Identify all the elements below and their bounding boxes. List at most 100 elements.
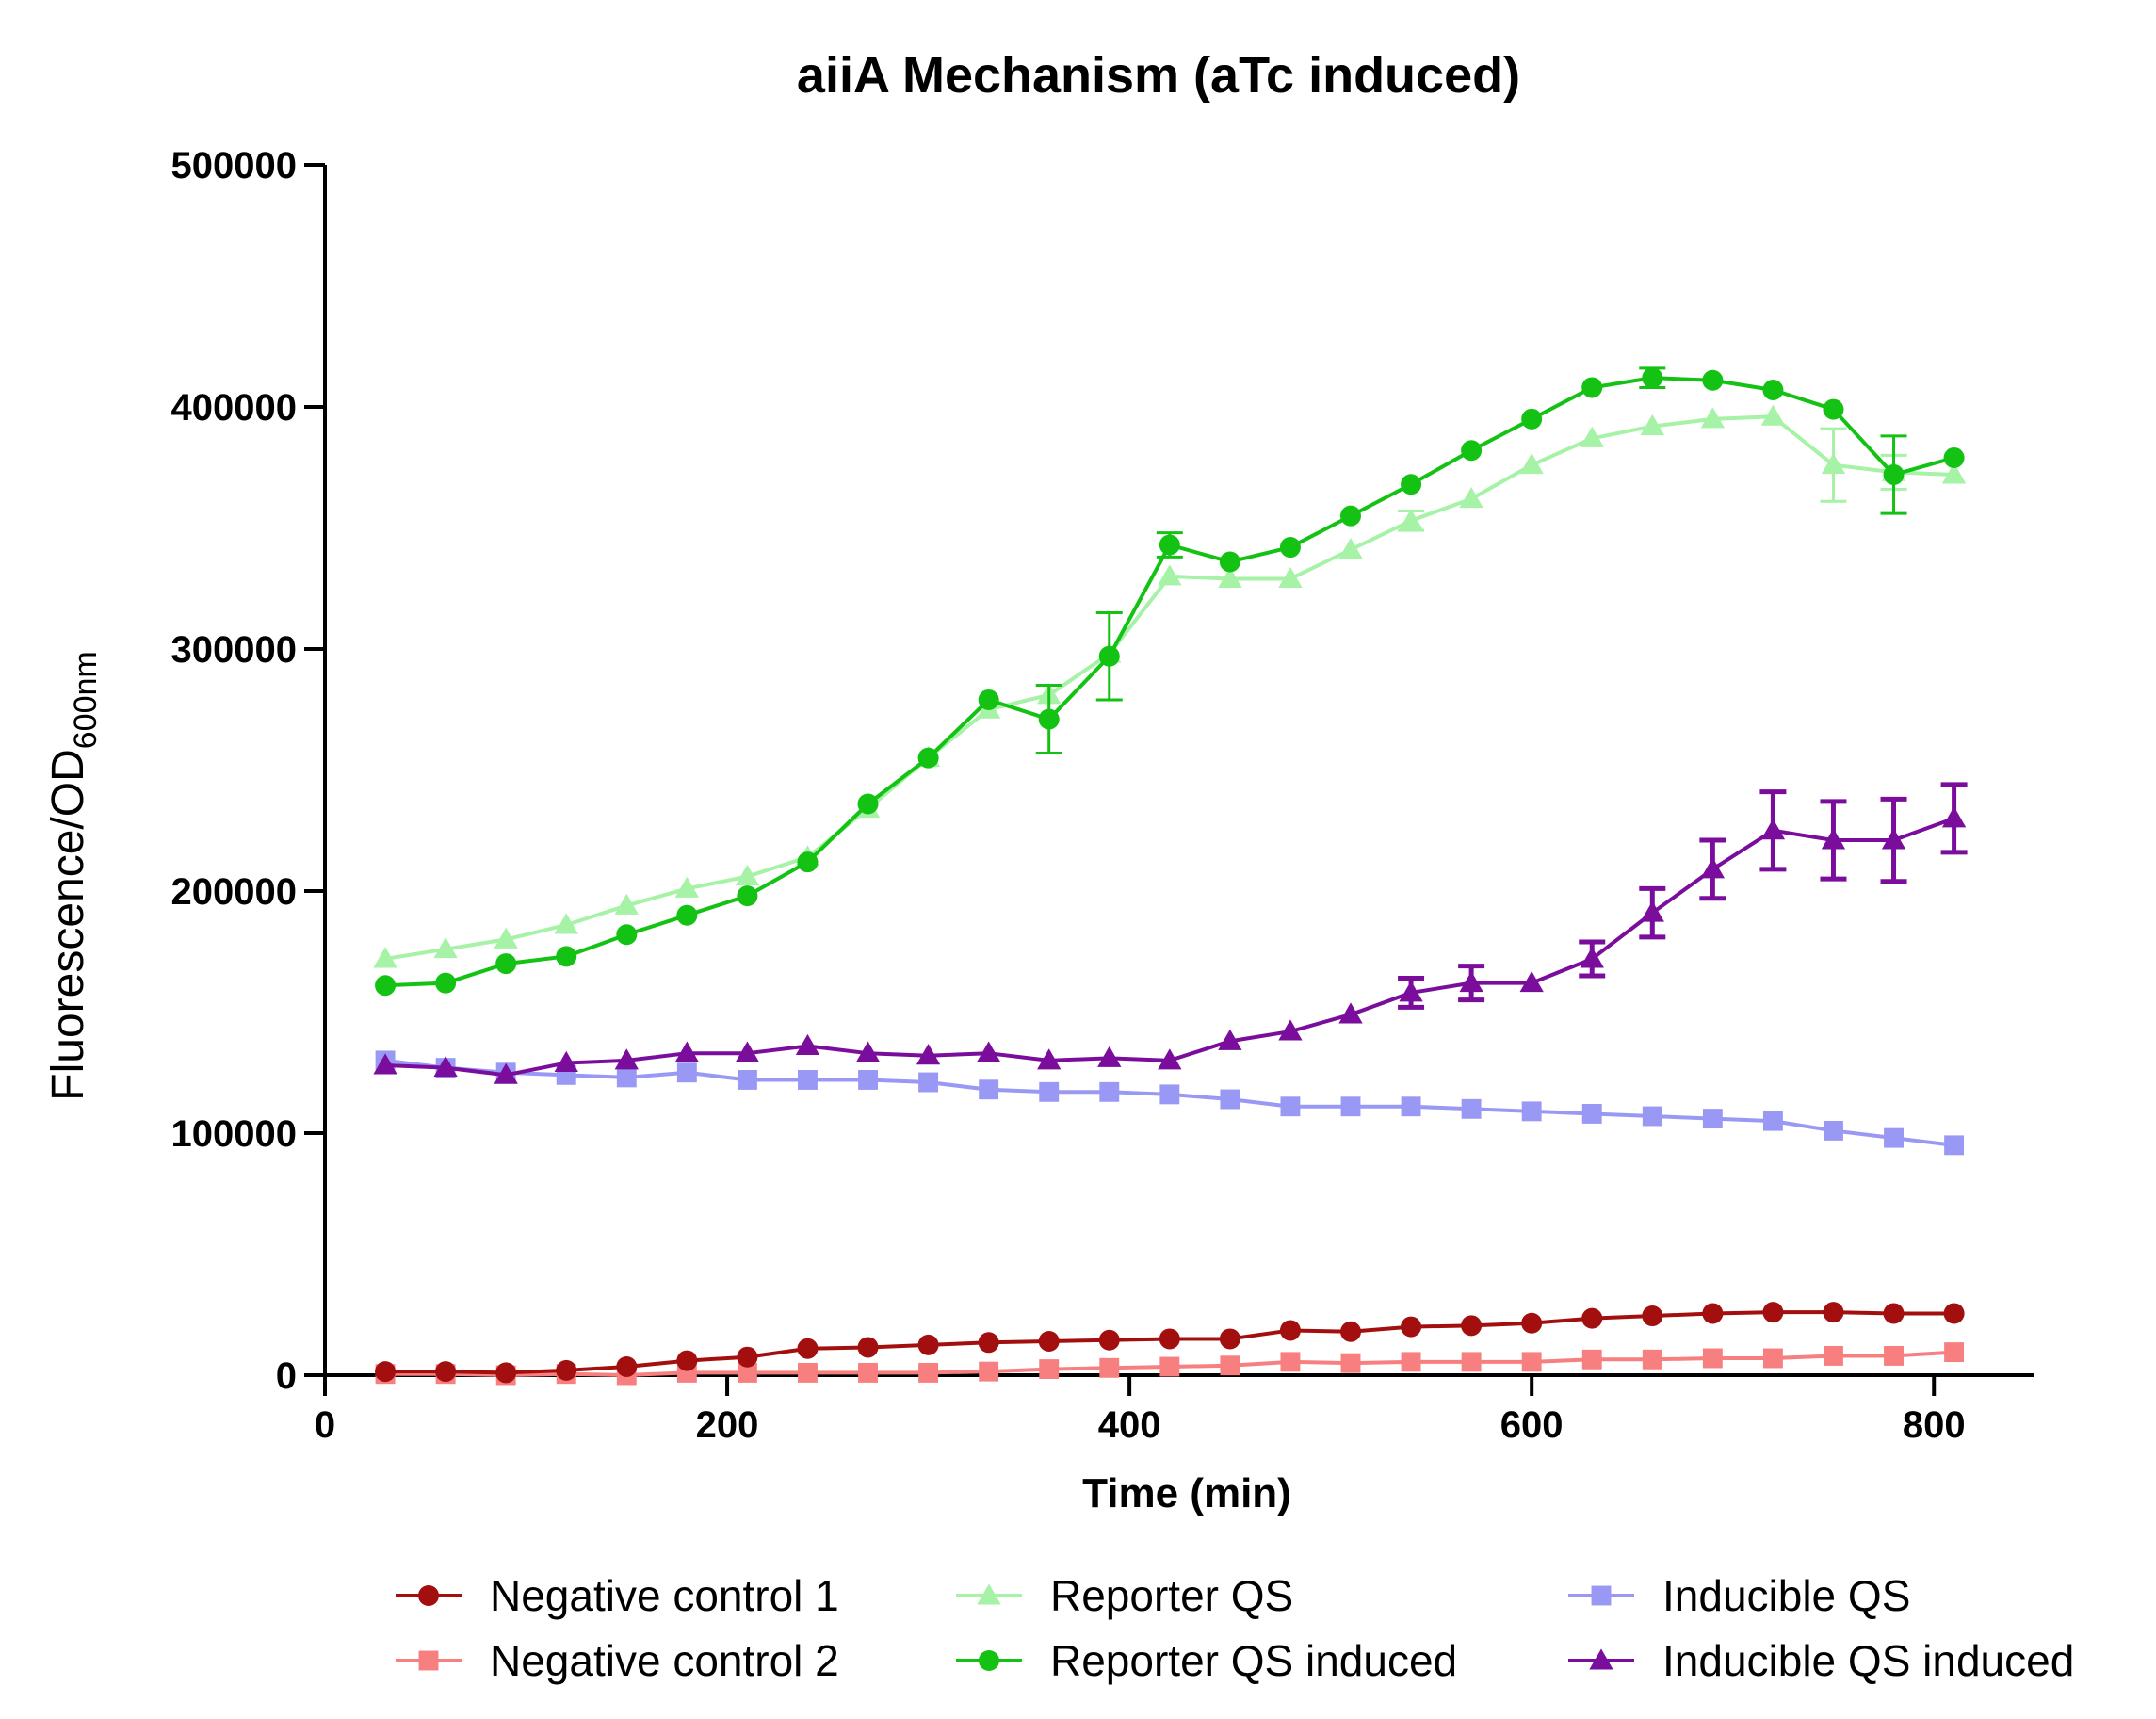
- x-tick-label: 0: [315, 1404, 335, 1446]
- data-point: [1340, 1321, 1361, 1342]
- data-point: [616, 924, 638, 946]
- series-1: [375, 1302, 1965, 1384]
- y-tick-label: 400000: [171, 387, 297, 429]
- data-point: [1521, 408, 1543, 430]
- legend-marker: [418, 1585, 439, 1606]
- series-line: [384, 376, 1955, 988]
- legend-item: Inducible QS induced: [1568, 1636, 2074, 1685]
- data-point: [1159, 1084, 1180, 1105]
- plot-area: [373, 366, 1968, 1386]
- data-point: [1037, 1048, 1062, 1070]
- data-point: [737, 885, 758, 907]
- x-tick-label: 600: [1500, 1404, 1564, 1446]
- data-point: [556, 946, 577, 967]
- data-point: [1401, 1316, 1422, 1338]
- data-point: [495, 1362, 517, 1384]
- data-point: [494, 1062, 518, 1084]
- data-point: [916, 1044, 941, 1065]
- data-point: [1581, 377, 1603, 398]
- data-point: [979, 1079, 999, 1100]
- data-point: [1340, 505, 1361, 527]
- legend-label: Negative control 1: [490, 1571, 839, 1620]
- data-point: [1338, 537, 1363, 559]
- data-point: [917, 747, 939, 769]
- data-point: [494, 927, 518, 949]
- y-tick-label: 200000: [171, 871, 297, 913]
- data-point: [1340, 1096, 1361, 1117]
- data-point: [1941, 462, 1967, 484]
- data-point: [1338, 1002, 1363, 1024]
- y-tick-label: 300000: [171, 629, 297, 671]
- legend-item: Reporter QS: [956, 1571, 1293, 1620]
- data-point: [1519, 453, 1544, 475]
- data-point: [1702, 369, 1724, 391]
- y-tick-label: 0: [276, 1355, 297, 1397]
- data-point: [1581, 1103, 1602, 1124]
- data-point: [556, 1359, 577, 1381]
- legend-label: Reporter QS induced: [1050, 1636, 1457, 1685]
- data-point: [1278, 566, 1303, 588]
- data-point: [1220, 1355, 1240, 1376]
- data-point: [795, 1033, 820, 1055]
- data-point: [1098, 645, 1120, 667]
- data-point: [1760, 404, 1786, 426]
- data-point: [735, 1041, 760, 1062]
- data-point: [1158, 1048, 1182, 1070]
- y-axis-title-main: Fluorescence/OD: [43, 749, 93, 1100]
- data-point: [798, 1070, 818, 1090]
- data-point: [1700, 407, 1726, 429]
- data-point: [1519, 971, 1544, 993]
- data-point: [1702, 1303, 1724, 1324]
- data-point: [1459, 487, 1483, 509]
- data-point: [614, 1048, 639, 1070]
- data-point: [1944, 1342, 1965, 1363]
- data-point: [435, 972, 457, 994]
- data-point: [1099, 1081, 1120, 1102]
- data-point: [1521, 1352, 1542, 1372]
- data-point: [858, 1362, 878, 1383]
- data-point: [737, 1362, 757, 1383]
- data-point: [1943, 446, 1965, 468]
- data-point: [1823, 398, 1844, 420]
- data-point: [1642, 1349, 1662, 1370]
- data-point: [1640, 900, 1664, 922]
- series-4: [375, 366, 1965, 997]
- data-point: [676, 1350, 698, 1371]
- data-point: [797, 1338, 819, 1359]
- data-point: [616, 1067, 637, 1088]
- data-point: [1762, 1348, 1783, 1369]
- data-point: [735, 864, 760, 886]
- data-point: [1824, 1345, 1843, 1366]
- data-point: [1881, 828, 1906, 850]
- series-line: [384, 817, 1955, 1078]
- legend-marker: [979, 1650, 999, 1671]
- data-point: [1399, 509, 1423, 530]
- data-point: [674, 1041, 700, 1062]
- legend: Negative control 1 Negative control 2 Repo…: [396, 1571, 2074, 1685]
- x-axis-title: Time (min): [1082, 1470, 1291, 1516]
- data-point: [1159, 1356, 1180, 1377]
- legend-label: Reporter QS: [1050, 1571, 1293, 1620]
- data-point: [1459, 971, 1483, 993]
- data-point: [978, 689, 999, 710]
- series-6: [373, 782, 1968, 1084]
- data-point: [1944, 1135, 1965, 1156]
- data-point: [1760, 819, 1786, 840]
- series-5: [375, 1050, 1965, 1156]
- data-point: [1097, 1046, 1122, 1067]
- legend-item: Negative control 2: [396, 1636, 839, 1685]
- data-point: [1642, 1305, 1663, 1327]
- data-point: [1762, 1111, 1783, 1131]
- data-point: [495, 953, 517, 975]
- x-tick-label: 800: [1903, 1404, 1966, 1446]
- data-point: [1280, 1352, 1301, 1372]
- data-point: [1821, 453, 1846, 475]
- data-point: [554, 913, 578, 934]
- data-point: [855, 1041, 881, 1062]
- data-point: [375, 1361, 397, 1383]
- data-point: [676, 904, 698, 926]
- data-point: [1821, 828, 1846, 850]
- data-point: [435, 1361, 457, 1383]
- data-point: [1642, 367, 1663, 389]
- data-point: [976, 1041, 1001, 1062]
